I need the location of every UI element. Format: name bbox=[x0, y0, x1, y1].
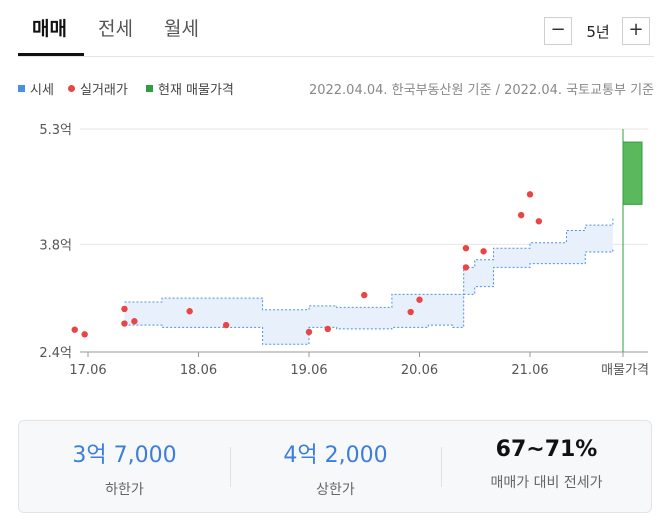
stat-value: 3억 7,000 bbox=[72, 443, 177, 468]
period-label: 5년 bbox=[586, 23, 610, 41]
transaction-point bbox=[535, 218, 543, 225]
legend-label: 현재 매물가격 bbox=[158, 83, 234, 98]
stat-value: 4억 2,000 bbox=[283, 443, 388, 468]
transaction-point bbox=[71, 326, 78, 333]
period-decrease-button[interactable]: − bbox=[544, 17, 572, 45]
active-tab-indicator bbox=[18, 53, 84, 56]
transaction-point bbox=[305, 328, 313, 336]
period-increase-button[interactable]: + bbox=[622, 17, 650, 45]
transaction-point bbox=[517, 211, 525, 219]
y-tick-label: 3.8억 bbox=[39, 238, 72, 253]
dot-icon bbox=[68, 85, 75, 92]
listing-axis-label: 매물가격 bbox=[601, 363, 649, 378]
transaction-point bbox=[131, 318, 138, 325]
square-icon bbox=[146, 85, 153, 92]
transaction-point bbox=[407, 308, 414, 316]
stat-upper-price: 4억 2,000 상한가 bbox=[230, 437, 441, 499]
tab-jeonse[interactable]: 전세 bbox=[98, 18, 133, 40]
transaction-point bbox=[361, 291, 368, 299]
deal-type-tabs: 매매 전세 월세 bbox=[18, 0, 654, 57]
stat-lower-price: 3억 7,000 하한가 bbox=[19, 437, 230, 499]
legend-item-transactions: 실거래가 bbox=[68, 79, 128, 98]
price-summary-card: 3억 7,000 하한가 4억 2,000 상한가 67~71% 매매가 대비 … bbox=[18, 420, 652, 513]
stat-value: 67~71% bbox=[495, 437, 598, 462]
x-tick-label: 21.06 bbox=[511, 363, 548, 378]
stat-label: 매매가 대비 전세가 bbox=[490, 475, 603, 491]
transaction-point bbox=[462, 244, 470, 252]
stat-jeonse-ratio: 67~71% 매매가 대비 전세가 bbox=[441, 437, 652, 492]
legend-item-current-listing: 현재 매물가격 bbox=[146, 79, 234, 98]
market-price-upper-line bbox=[124, 217, 614, 311]
market-price-band bbox=[124, 217, 613, 345]
stat-label: 하한가 bbox=[105, 482, 144, 498]
transaction-point bbox=[324, 325, 331, 333]
legend-item-market-price: 시세 bbox=[18, 79, 54, 98]
x-tick-label: 17.06 bbox=[69, 363, 106, 378]
transaction-point bbox=[526, 191, 534, 198]
current-listing-range bbox=[622, 141, 643, 205]
transaction-point bbox=[480, 248, 487, 255]
transaction-point bbox=[121, 320, 128, 327]
market-price-lower-line bbox=[124, 248, 614, 345]
tab-sale[interactable]: 매매 bbox=[32, 18, 67, 40]
stat-label: 상한가 bbox=[316, 482, 355, 498]
tab-monthly-rent[interactable]: 월세 bbox=[164, 18, 199, 40]
transaction-point bbox=[222, 321, 230, 329]
source-note: 2022.04.04. 한국부동산원 기준 / 2022.04. 국토교통부 기… bbox=[308, 83, 654, 98]
divider bbox=[230, 447, 231, 487]
transaction-point bbox=[186, 308, 193, 315]
transaction-point bbox=[121, 305, 128, 313]
legend-label: 실거래가 bbox=[80, 83, 128, 98]
transaction-point bbox=[81, 331, 88, 338]
x-tick-label: 20.06 bbox=[401, 363, 438, 378]
y-tick-label: 5.3억 bbox=[39, 123, 72, 138]
transaction-point bbox=[462, 264, 470, 271]
x-tick-label: 19.06 bbox=[290, 363, 327, 378]
price-chart: 2.4억 3.8억 5.3억 17.06 18.06 19.06 20.06 21.06 매물가… bbox=[39, 123, 649, 378]
divider bbox=[441, 447, 442, 487]
square-icon bbox=[18, 85, 25, 92]
transaction-point bbox=[416, 296, 423, 303]
legend-label: 시세 bbox=[30, 83, 54, 98]
x-tick-label: 18.06 bbox=[180, 363, 217, 378]
y-tick-label: 2.4억 bbox=[39, 346, 72, 361]
